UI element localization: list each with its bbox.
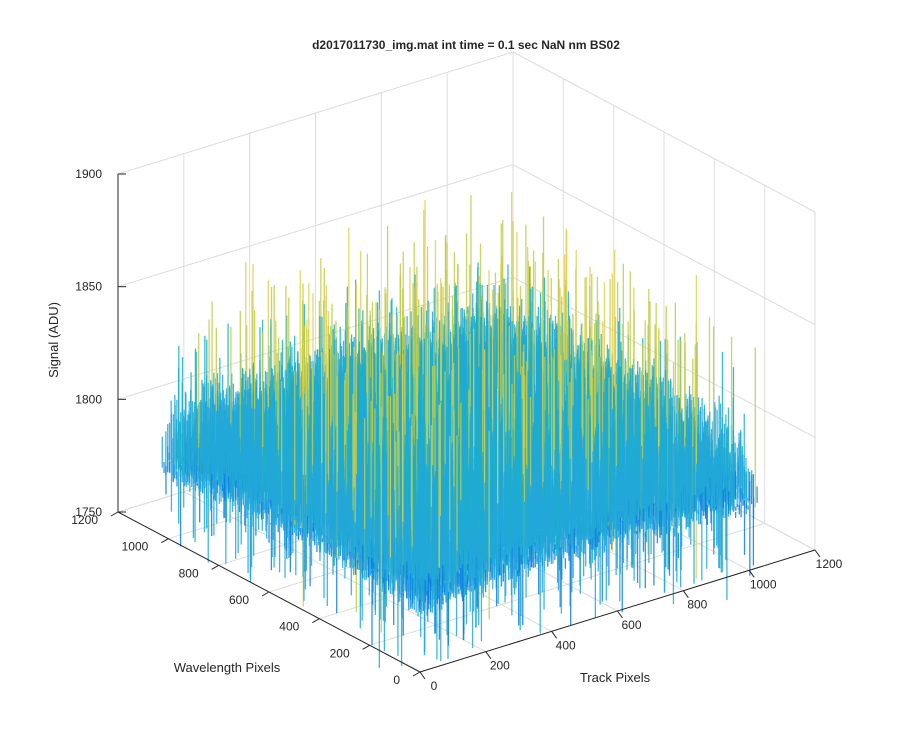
wall-x-grid-z [512,164,816,326]
wall-y-grid-z [117,51,514,175]
wall-y-grid-z [117,164,514,288]
surface-mesh [161,192,758,668]
wall-x-grid-z [512,51,816,213]
wall-x-grid-z [512,276,816,438]
